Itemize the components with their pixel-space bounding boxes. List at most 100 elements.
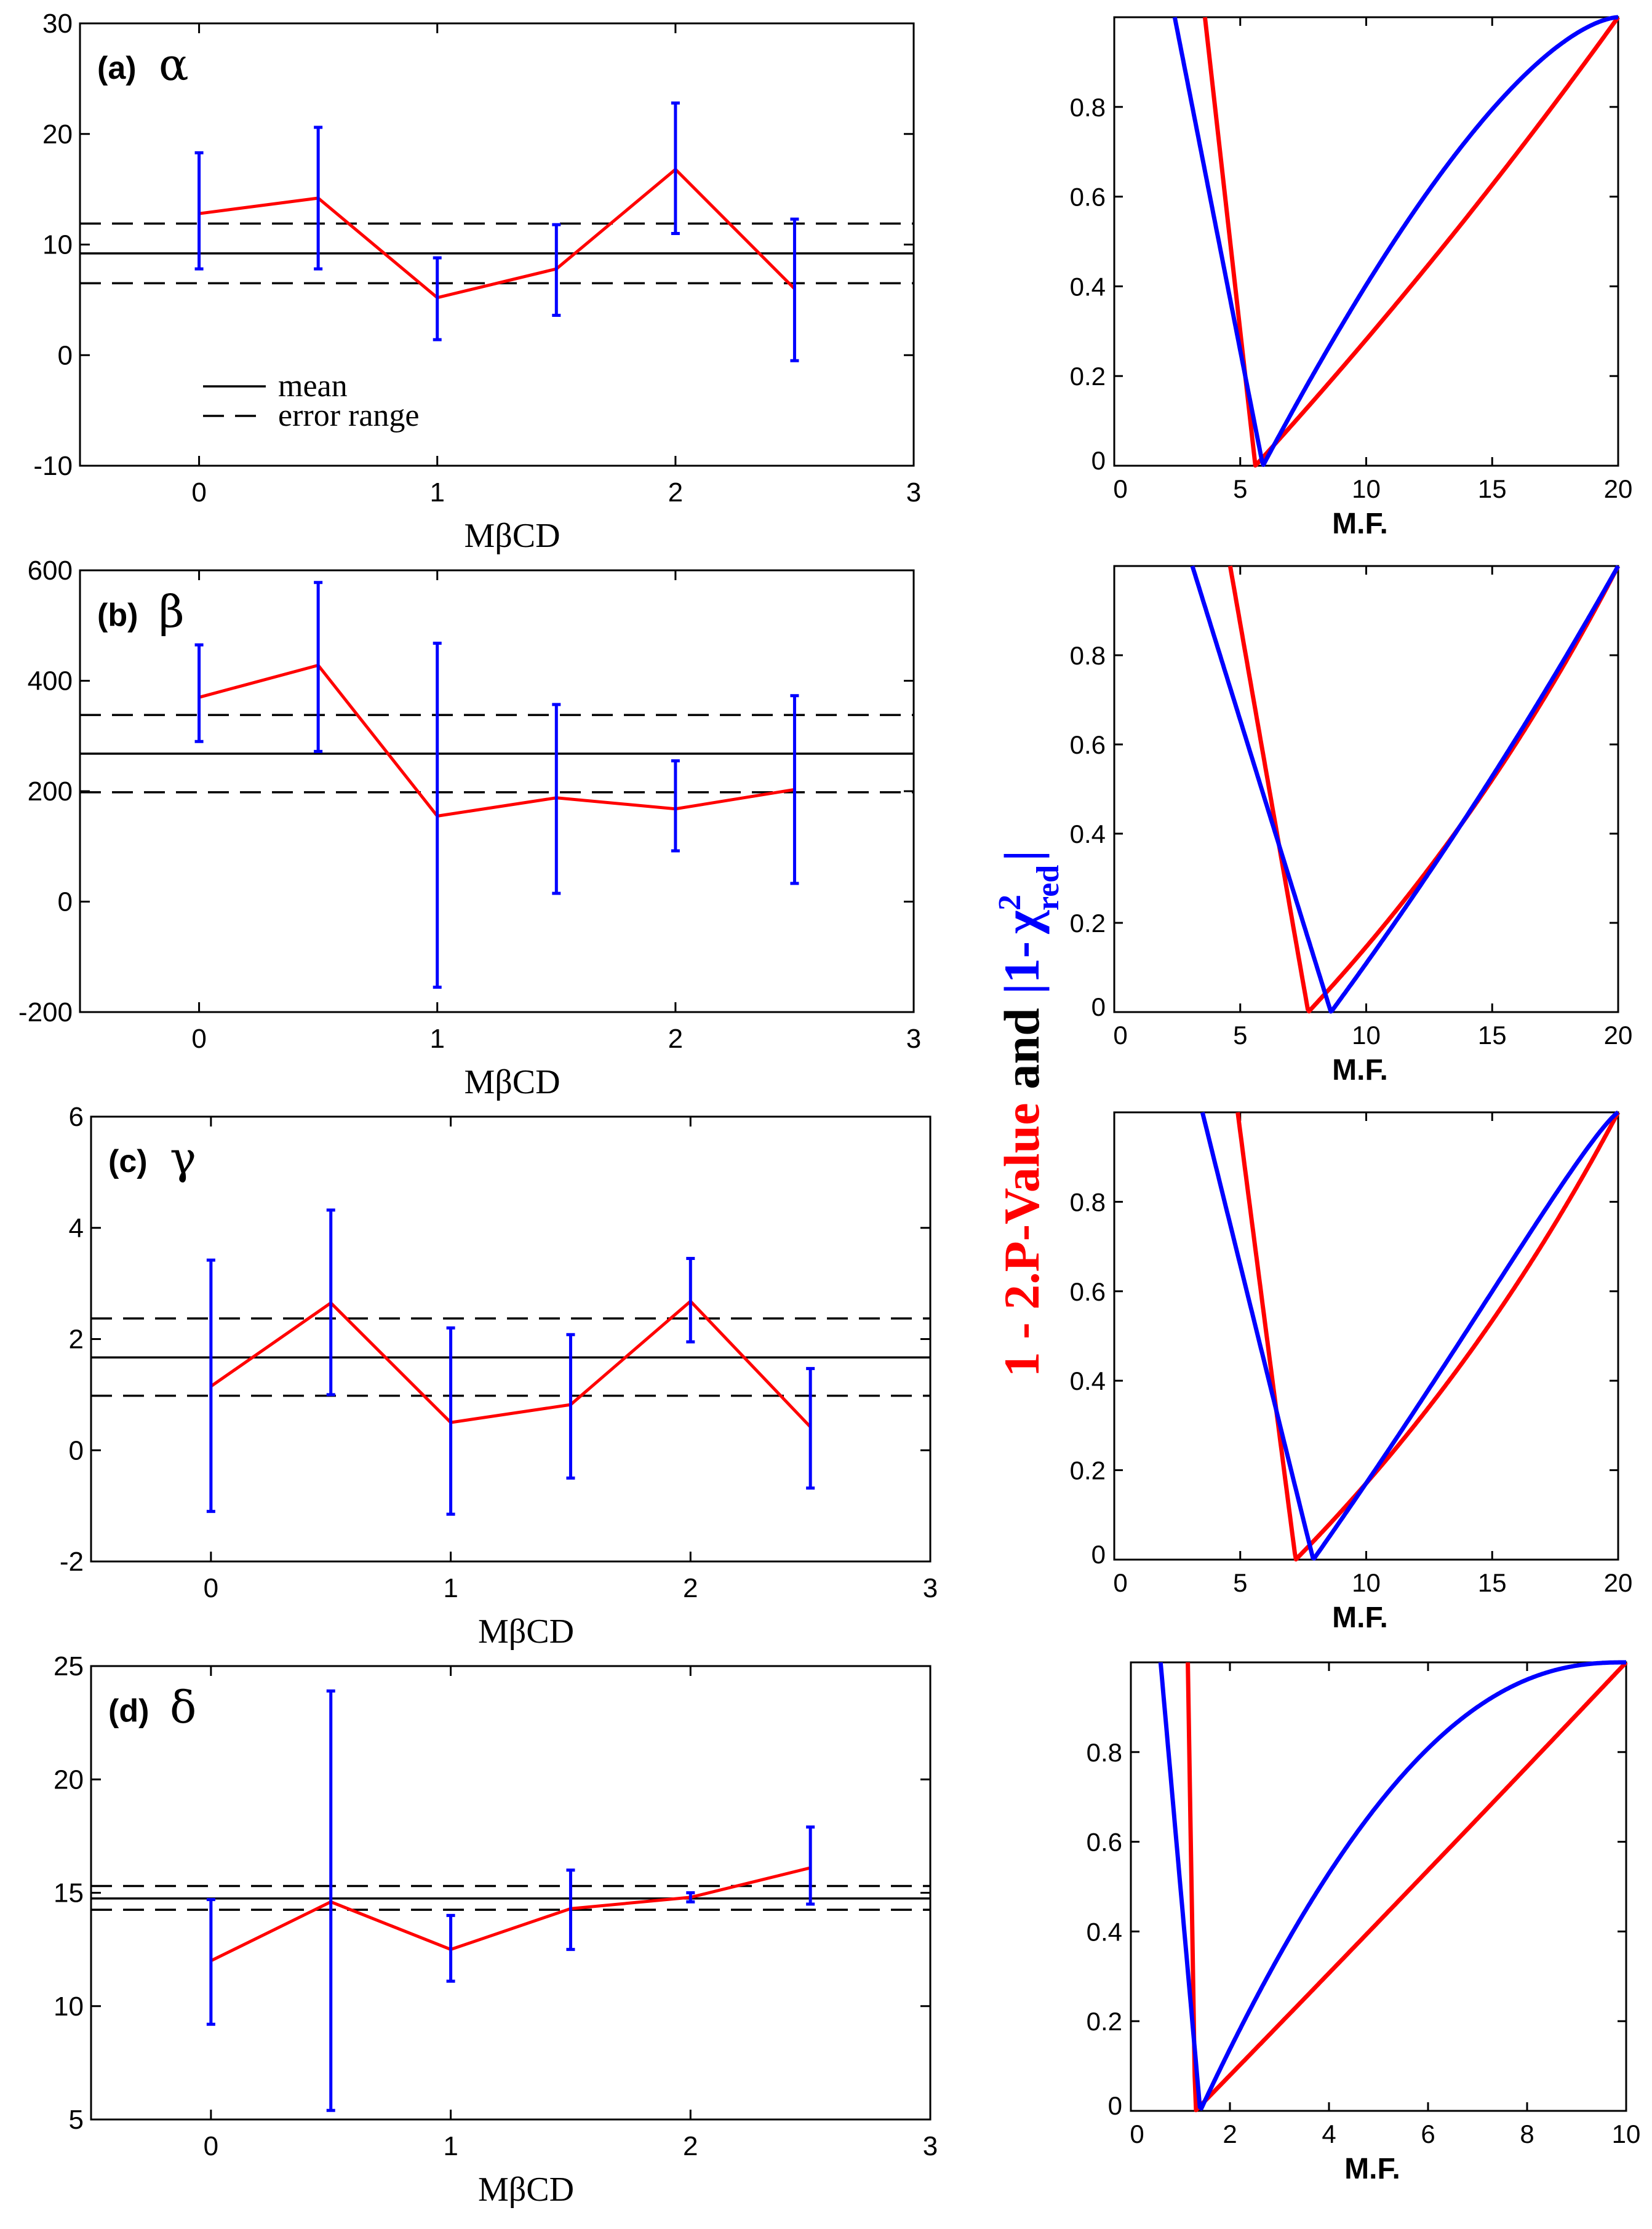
y-tick-label: 25 [54,1651,84,1681]
x-tick-label: 3 [906,477,921,508]
y-tick-label: 10 [54,1992,84,2022]
p-value-curve [1235,1111,1621,1561]
y-tick-label: 20 [42,119,73,150]
y-tick-label: 10 [42,230,73,260]
panel-label: (b) [97,597,138,633]
x-axis-label: M.F. [1332,1601,1388,1634]
y-tick-label: 200 [28,776,73,807]
series-line [210,1299,812,1429]
error-bar [433,256,442,341]
legend-mean-label: mean [278,369,348,404]
x-tick-label: 5 [1233,474,1247,503]
parameter-symbol: γ [170,1132,196,1184]
x-tick-label: 1 [443,1573,458,1603]
series-line [210,1866,811,1963]
x-axis-label: MβCD [464,1063,560,1101]
x-tick-label: 0 [1113,1021,1127,1050]
y-title-p-value: 1 - 2.P-Value [994,1103,1050,1378]
y-tick-label: 15 [54,1878,84,1908]
right-panel-4: 0 0.2 0.4 0.6 0.8 0 2 4 6 8 10 M.F. [1087,1660,1641,2185]
p-value-curve [1202,15,1620,468]
error-bar [194,643,204,743]
error-bar [314,126,323,271]
x-axis-label: MβCD [464,517,560,555]
x-tick-label: 2 [683,1573,698,1603]
y-title-chi-sub: red [1031,865,1066,911]
error-bar [194,151,204,271]
x-tick-label: 3 [923,1573,938,1603]
y-tick-label: -200 [18,997,73,1027]
x-axis-label: MβCD [478,1613,574,1651]
y-tick-label: 0.4 [1070,272,1106,301]
y-tick-label: 0.4 [1087,1917,1122,1946]
error-bar [790,217,799,362]
x-tick-label: 0 [1113,474,1127,503]
y-title-and: and [994,1008,1050,1089]
y-tick-label: 0.2 [1070,909,1106,938]
y-tick-label: 6 [69,1102,84,1132]
x-tick-label: 6 [1421,2119,1435,2148]
left-panel-b: -200 0 200 400 600 0 1 2 3 MβCD (b) β [18,556,921,1101]
x-tick-label: 10 [1612,2119,1641,2148]
x-tick-label: 1 [429,477,444,508]
series-line [199,167,796,300]
right-panel-3: 0 0.2 0.4 0.6 0.8 0 5 10 15 20 M.F. [1070,1111,1633,1634]
x-tick-label: 3 [906,1024,921,1054]
x-tick-label: 8 [1520,2119,1534,2148]
y-tick-label: -2 [60,1547,84,1577]
error-bar [566,1333,575,1480]
y-tick-label: 0.4 [1070,1366,1106,1395]
y-axis-title: 1 - 2.P-Value and |1- χ2red | [992,850,1066,1377]
y-tick-label: 0.8 [1070,641,1106,670]
chi-square-curve [1158,1660,1627,2111]
x-tick-label: 0 [1130,2119,1144,2148]
y-tick-label: 0 [58,887,73,917]
panel-label: (c) [108,1144,148,1179]
x-tick-label: 0 [191,477,206,508]
p-value-curve [1227,565,1621,1014]
error-bar [686,1256,695,1344]
error-bar [206,1898,215,2026]
left-panel-c: -2 0 2 4 6 0 1 2 3 MβCD (c) γ [60,1102,938,1651]
y-tick-label: 0.4 [1070,819,1106,848]
y-tick-label: 0 [69,1435,84,1465]
parameter-symbol: δ [170,1681,196,1733]
error-bar [446,1913,455,1983]
y-tick-label: 0.8 [1070,93,1106,122]
error-bar [806,1825,815,1906]
left-panel-d: 5 10 15 20 25 0 1 2 3 MβCD (d) δ [54,1651,938,2209]
y-tick-label: -10 [33,451,73,481]
chi-square-curve [1190,565,1621,1014]
y-title-chi: χ [994,910,1050,935]
plot-frame [79,22,915,467]
p-value-curve [1186,1661,1628,2113]
x-tick-label: 15 [1478,474,1507,503]
plot-frame [90,1115,932,1563]
error-bar [314,581,323,753]
parameter-symbol: β [159,586,185,637]
error-bar [671,759,680,853]
right-panel-1: 0 0.2 0.4 0.6 0.8 0 5 10 15 20 M.F. [1070,15,1632,540]
y-tick-label: 0.6 [1070,730,1106,759]
x-tick-label: 2 [668,1024,683,1054]
x-axis-label: M.F. [1344,2153,1400,2185]
chi-square-curve [1200,1111,1619,1561]
error-bar [790,694,799,885]
y-tick-label: 400 [28,666,73,696]
error-bar [446,1326,455,1516]
y-title-chi-open: |1- [994,941,1050,994]
panel-label: (a) [97,50,137,86]
x-tick-label: 15 [1478,1568,1507,1597]
y-tick-label: 30 [42,9,73,39]
error-bar [686,1891,695,1904]
x-tick-label: 5 [1233,1021,1247,1050]
x-tick-label: 20 [1604,1568,1633,1597]
error-bar [433,641,442,989]
x-tick-label: 0 [204,1573,218,1603]
x-axis-label: M.F. [1332,508,1388,540]
x-tick-label: 0 [1113,1568,1127,1597]
series-line [198,663,795,818]
y-tick-label: 0.6 [1087,1828,1122,1857]
